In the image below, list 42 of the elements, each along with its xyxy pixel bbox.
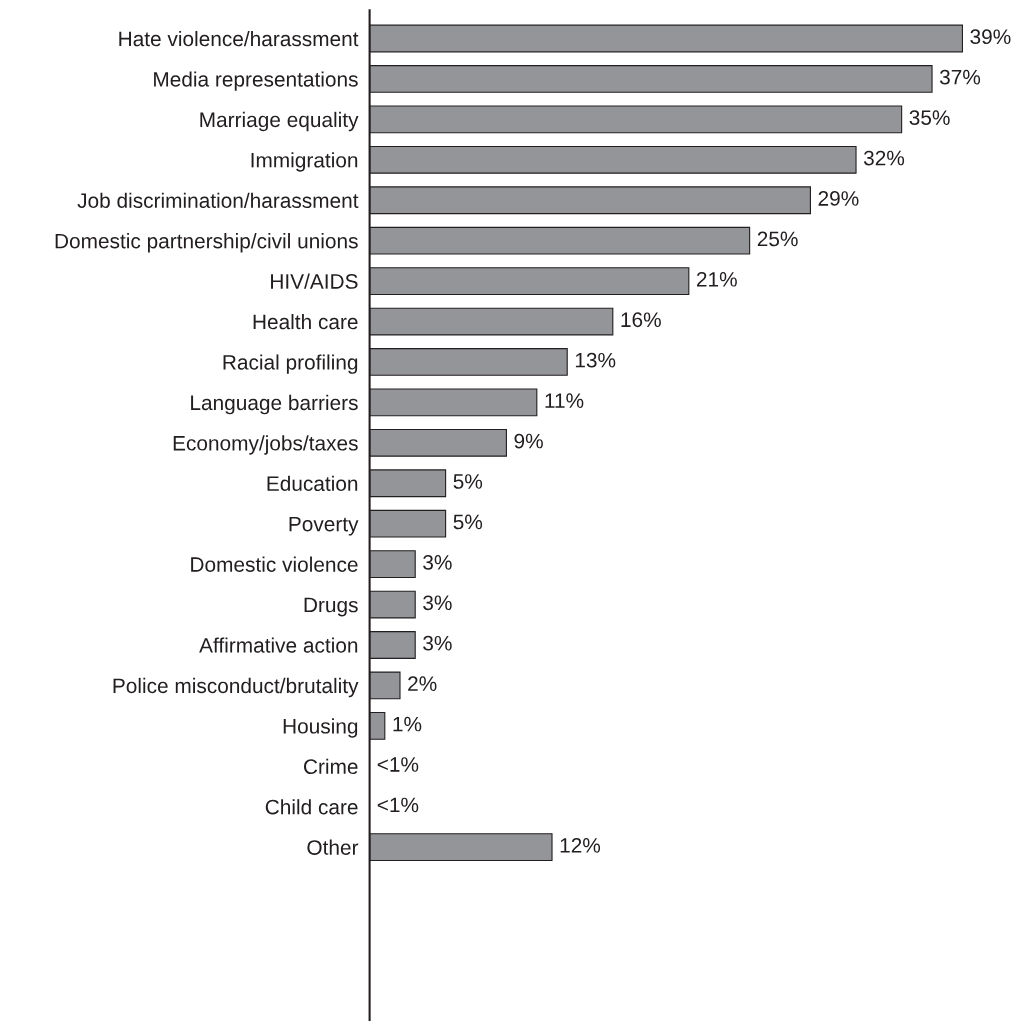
- y-tick-label: HIV/AIDS: [271, 273, 358, 289]
- y-tick-label: Domestic violence: [191, 556, 358, 572]
- y-tick-label: Marriage equality: [200, 111, 359, 132]
- data-label: 25%: [757, 231, 798, 247]
- y-tick-label: Domestic partnership/civil unions: [55, 233, 358, 253]
- data-label: 3%: [423, 635, 452, 651]
- y-tick-label: Job discrimination/harassment: [77, 192, 359, 208]
- data-label: 5%: [453, 514, 483, 530]
- data-label: 16%: [621, 312, 661, 328]
- data-label: 29%: [818, 191, 859, 206]
- y-tick-label: Affirmative action: [199, 637, 358, 653]
- y-tick-label: Drugs: [304, 597, 358, 617]
- text: <1%: [377, 797, 419, 813]
- text: <1%: [377, 757, 419, 772]
- y-tick-label: Economy/jobs/taxes: [173, 435, 358, 455]
- data-label: 2%: [408, 676, 437, 691]
- data-label: 39%: [970, 29, 1011, 45]
- y-tick-label: Racial profiling: [223, 354, 358, 374]
- data-label: 32%: [863, 150, 905, 166]
- data-label: 9%: [514, 433, 543, 449]
- y-tick-label: Media representations: [154, 71, 358, 91]
- data-label: 13%: [575, 352, 616, 368]
- data-label: 35%: [909, 110, 950, 125]
- y-tick-label: Other: [307, 839, 359, 855]
- y-tick-label: Hate violence/harassment: [119, 30, 359, 47]
- y-tick-label: Immigration: [251, 152, 358, 172]
- data-label: 11%: [545, 393, 584, 408]
- y-tick-label: Child care: [265, 799, 358, 815]
- data-label: 1%: [393, 716, 422, 732]
- data-label: 21%: [696, 271, 737, 287]
- y-tick-label: Language barriers: [191, 394, 358, 415]
- data-label: 5%: [453, 474, 483, 489]
- y-tick-label: Housing: [283, 718, 358, 738]
- y-tick-label: Police misconduct/brutality: [113, 677, 359, 698]
- y-tick-label: Health care: [253, 313, 358, 330]
- y-tick-label: Education: [267, 475, 358, 492]
- data-label: 12%: [560, 837, 601, 853]
- data-label: 3%: [423, 554, 452, 570]
- y-tick-label: Poverty: [289, 516, 359, 536]
- y-tick-label: Crime: [304, 758, 358, 775]
- data-label: 3%: [423, 595, 452, 611]
- data-label: 37%: [939, 69, 981, 85]
